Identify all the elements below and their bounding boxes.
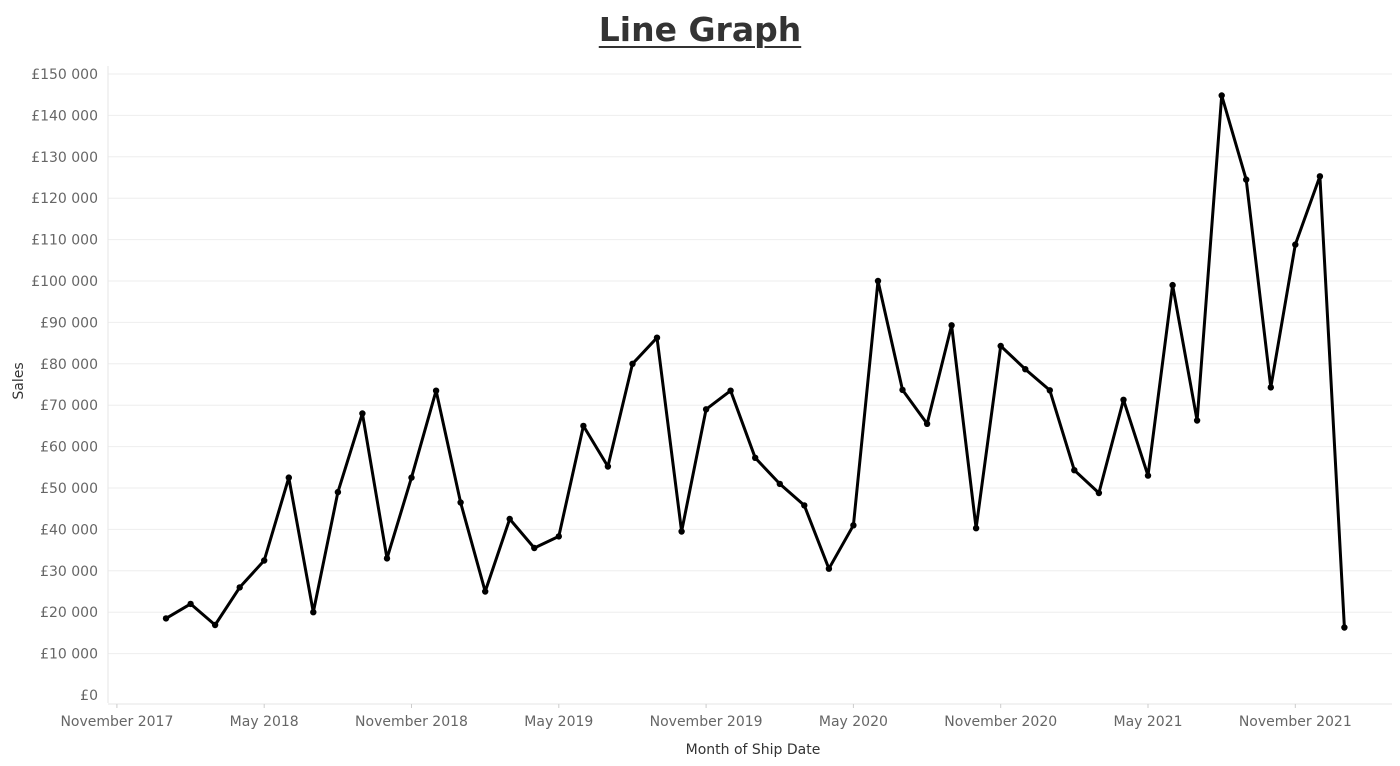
- data-point: [1169, 281, 1176, 289]
- data-point: [972, 525, 980, 532]
- data-point: [1022, 366, 1029, 373]
- data-point: [653, 334, 661, 341]
- data-point: [211, 621, 219, 629]
- data-point: [285, 474, 292, 481]
- data-point: [187, 600, 194, 608]
- data-point: [1218, 92, 1225, 99]
- y-tick-label: £10 000: [40, 647, 98, 663]
- data-point: [162, 615, 170, 622]
- x-tick-label: May 2021: [1113, 714, 1182, 730]
- data-point: [899, 386, 906, 394]
- y-tick-label: £140 000: [31, 108, 98, 124]
- data-point: [948, 322, 955, 329]
- data-point: [482, 588, 489, 595]
- data-point: [850, 522, 857, 529]
- series-sales: [162, 92, 1348, 631]
- y-tick-label: £20 000: [40, 605, 98, 621]
- data-point: [1095, 489, 1103, 497]
- data-point: [432, 387, 440, 394]
- x-tick-label: November 2021: [1239, 714, 1352, 730]
- data-point: [702, 406, 710, 413]
- y-tick-label: £90 000: [40, 315, 98, 331]
- data-point: [359, 410, 366, 417]
- data-point: [776, 480, 783, 488]
- y-tick-label: £70 000: [40, 398, 98, 414]
- y-tick-label: £40 000: [40, 522, 98, 538]
- data-point: [457, 499, 464, 506]
- data-point: [408, 474, 415, 481]
- x-axis-label: Month of Ship Date: [686, 742, 821, 758]
- data-point: [506, 515, 513, 523]
- data-point: [825, 565, 833, 572]
- data-point: [1267, 384, 1275, 391]
- data-point: [801, 502, 808, 509]
- data-point: [261, 557, 268, 564]
- data-point: [580, 422, 587, 430]
- data-point: [236, 584, 243, 591]
- data-point: [1144, 472, 1152, 479]
- y-tick-label: £0: [80, 688, 98, 704]
- data-point: [334, 488, 342, 496]
- data-point: [1193, 417, 1201, 424]
- chart-title: Line Graph: [598, 10, 802, 49]
- data-point: [310, 609, 317, 616]
- x-tick-label: May 2020: [819, 714, 888, 730]
- data-point: [923, 420, 931, 427]
- sales-line: [164, 94, 1346, 629]
- data-point: [383, 555, 391, 562]
- y-tick-label: £110 000: [31, 233, 98, 249]
- y-tick-label: £100 000: [31, 274, 98, 290]
- data-point: [727, 387, 734, 394]
- data-point: [678, 528, 685, 535]
- x-tick-label: May 2018: [230, 714, 299, 730]
- y-tick-label: £130 000: [31, 150, 98, 166]
- data-point: [1316, 173, 1324, 180]
- data-point: [1292, 241, 1299, 248]
- data-point: [874, 277, 882, 285]
- data-point: [1120, 396, 1127, 403]
- y-tick-label: £50 000: [40, 481, 98, 497]
- x-tick-label: May 2019: [524, 714, 593, 730]
- x-axis-ticks: November 2017 May 2018 November 2018 May 20…: [60, 704, 1352, 730]
- data-point: [1341, 624, 1348, 631]
- y-tick-label: £30 000: [40, 564, 98, 580]
- data-point: [555, 533, 562, 540]
- y-tick-label: £120 000: [31, 191, 98, 207]
- data-point: [997, 342, 1004, 350]
- y-axis-label: Sales: [11, 362, 27, 399]
- x-tick-label: November 2018: [355, 714, 468, 730]
- x-tick-label: November 2020: [944, 714, 1057, 730]
- x-tick-label: November 2017: [60, 714, 173, 730]
- y-axis-ticks: £0 £10 000 £20 000 £30 000 £40 000 £50 000 £60…: [31, 67, 98, 704]
- y-tick-label: £80 000: [40, 357, 98, 373]
- y-tick-label: £60 000: [40, 440, 98, 456]
- data-point: [604, 463, 612, 470]
- data-point: [1071, 467, 1078, 474]
- data-point: [629, 360, 636, 367]
- data-point: [531, 544, 538, 552]
- data-point: [752, 454, 759, 461]
- x-tick-label: November 2019: [650, 714, 763, 730]
- data-point: [1046, 387, 1054, 394]
- y-tick-label: £150 000: [31, 67, 98, 83]
- data-point: [1243, 176, 1250, 183]
